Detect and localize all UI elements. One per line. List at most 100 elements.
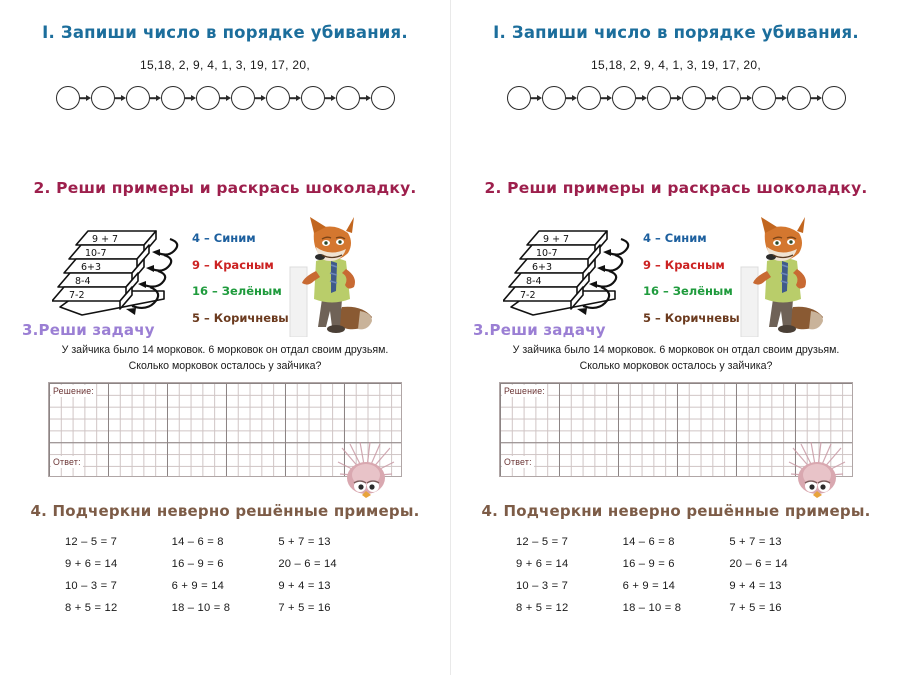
answer-circle[interactable] [751, 86, 776, 111]
arrow-right-icon [115, 93, 126, 103]
answer-circle[interactable] [300, 86, 325, 111]
arrow-right-icon [185, 93, 196, 103]
equations-grid: 12 – 5 = 7 14 – 6 = 8 5 + 7 = 13 9 + 6 =… [65, 536, 385, 614]
legend-item-brown: 5 – Коричневым [643, 311, 763, 325]
equation-item[interactable]: 9 + 6 = 14 [65, 557, 118, 570]
bird-character-illustration [336, 441, 396, 505]
equation-item[interactable]: 16 – 9 = 6 [622, 557, 675, 570]
solution-grid[interactable] [48, 381, 402, 477]
answer-circle[interactable] [786, 86, 811, 111]
equation-item[interactable]: 14 – 6 = 8 [171, 535, 224, 548]
answer-circle[interactable] [370, 86, 395, 111]
equation-item[interactable]: 5 + 7 = 13 [729, 535, 782, 548]
circle-chain [0, 86, 450, 111]
answer-circle[interactable] [265, 86, 290, 111]
chocolate-equation: 8-4 [526, 276, 542, 287]
legend-value: 4 [643, 231, 652, 246]
chocolate-bar-svg: 9 + 7 10-7 6+3 8-4 7-2 [502, 230, 630, 316]
legend-dash: – [655, 310, 661, 325]
answer-circle[interactable] [646, 86, 671, 111]
legend-value: 5 [192, 310, 201, 325]
answer-label: Ответ: [502, 455, 534, 468]
legend-color-name: Коричневым [213, 310, 299, 325]
section-4: 4. Подчеркни неверно решённые примеры. 1… [451, 503, 900, 614]
chocolate-equation: 10-7 [536, 248, 558, 259]
arrow-right-icon [776, 93, 787, 103]
answer-circle[interactable] [541, 86, 566, 111]
legend-color-name: Синим [664, 231, 707, 246]
arrow-right-icon [255, 93, 266, 103]
answer-circle[interactable] [160, 86, 185, 111]
answer-circle[interactable] [506, 86, 531, 111]
legend-value: 5 [643, 310, 652, 325]
section-1: I. Запиши число в порядке убивания. 15,1… [451, 23, 900, 111]
solution-label: Решение: [51, 384, 97, 397]
equation-item[interactable]: 10 – 3 = 7 [65, 579, 118, 592]
equation-item[interactable]: 8 + 5 = 12 [65, 601, 118, 614]
equation-item[interactable]: 18 – 10 = 8 [171, 601, 231, 614]
equation-item[interactable]: 20 – 6 = 14 [278, 557, 337, 570]
chocolate-equation: 6+3 [532, 262, 552, 273]
equation-item[interactable]: 20 – 6 = 14 [729, 557, 788, 570]
section-3: 3.Реши задачу У зайчика было 14 морковок… [0, 322, 450, 498]
answer-circle[interactable] [195, 86, 220, 111]
section-3-problem-line-1: У зайчика было 14 морковок. 6 морковок о… [61, 343, 389, 356]
equation-item[interactable]: 9 + 6 = 14 [516, 557, 569, 570]
solution-grid[interactable] [499, 381, 853, 477]
equation-item[interactable]: 12 – 5 = 7 [65, 535, 118, 548]
chocolate-bar-illustration: 9 + 7 10-7 6+3 8-4 7-2 [502, 225, 633, 332]
equation-item[interactable]: 6 + 9 = 14 [622, 579, 676, 592]
answer-circle[interactable] [90, 86, 115, 111]
answer-circle[interactable] [125, 86, 150, 111]
section-2-body: 9 + 7 10-7 6+3 8-4 7-2 [451, 203, 900, 338]
equation-item[interactable]: 8 + 5 = 12 [516, 601, 569, 614]
equation-item[interactable]: 9 + 4 = 13 [729, 579, 782, 592]
fox-character-illustration [286, 215, 378, 342]
equation-item[interactable]: 7 + 5 = 16 [278, 601, 331, 614]
answer-circle[interactable] [335, 86, 360, 111]
legend-dash: – [655, 257, 661, 272]
chocolate-equation: 9 + 7 [543, 234, 569, 245]
answer-circle[interactable] [681, 86, 706, 111]
legend-item-green: 16 – Зелёным [643, 284, 763, 298]
section-1-numbers: 15,18, 2, 9, 4, 1, 3, 19, 17, 20, [139, 58, 311, 73]
equation-item[interactable]: 5 + 7 = 13 [278, 535, 331, 548]
arrow-right-icon [741, 93, 752, 103]
equation-item[interactable]: 9 + 4 = 13 [278, 579, 331, 592]
equation-item[interactable]: 16 – 9 = 6 [171, 557, 224, 570]
answer-circle[interactable] [230, 86, 255, 111]
legend-dash: – [204, 231, 210, 246]
arrow-right-icon [290, 93, 301, 103]
arrow-right-icon [80, 93, 91, 103]
section-3-title: 3.Реши задачу [473, 321, 606, 339]
legend-color-name: Красным [664, 257, 725, 272]
equation-item[interactable]: 10 – 3 = 7 [516, 579, 569, 592]
arrow-right-icon [706, 93, 717, 103]
color-legend: 4 – Синим 9 – Красным 16 – Зелёным [192, 231, 312, 337]
section-2: 2. Реши примеры и раскрась шоколадку. [451, 179, 900, 338]
bird-character-svg [337, 441, 395, 498]
chocolate-equation: 6+3 [81, 262, 101, 273]
section-2-title: 2. Реши примеры и раскрась шоколадку. [484, 179, 868, 197]
arrow-right-icon [811, 93, 822, 103]
equation-item[interactable]: 6 + 9 = 14 [171, 579, 225, 592]
equation-item[interactable]: 12 – 5 = 7 [516, 535, 569, 548]
chocolate-equation: 7-2 [520, 290, 536, 301]
legend-item-brown: 5 – Коричневым [192, 311, 312, 325]
arrow-right-icon [566, 93, 577, 103]
chocolate-bar-illustration: 9 + 7 10-7 6+3 8-4 7-2 [51, 225, 182, 332]
bird-character-svg [788, 441, 846, 498]
arrow-right-icon [601, 93, 612, 103]
answer-circle[interactable] [716, 86, 741, 111]
equation-item[interactable]: 18 – 10 = 8 [622, 601, 682, 614]
fox-character-svg [740, 217, 823, 338]
answer-circle[interactable] [576, 86, 601, 111]
legend-item-blue: 4 – Синим [192, 231, 312, 245]
answer-circle[interactable] [55, 86, 80, 111]
answer-circle[interactable] [611, 86, 636, 111]
answer-circle[interactable] [821, 86, 846, 111]
fox-character-illustration [737, 215, 829, 342]
equation-item[interactable]: 14 – 6 = 8 [622, 535, 675, 548]
equation-item[interactable]: 7 + 5 = 16 [729, 601, 782, 614]
chocolate-equation: 10-7 [85, 248, 107, 259]
